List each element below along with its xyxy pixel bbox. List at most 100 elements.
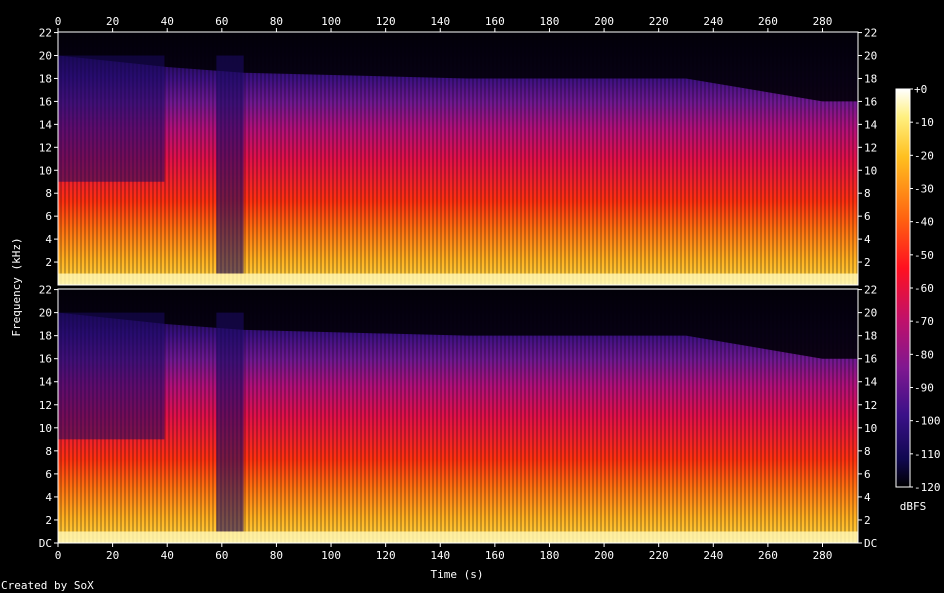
y-tick-label: 22: [39, 27, 52, 40]
x-tick-label: 120: [376, 549, 396, 562]
y-tick-label: 22: [864, 27, 877, 40]
x-tick-label: 100: [321, 15, 341, 28]
x-tick-label: 200: [594, 549, 614, 562]
colorbar-tick-label: -60: [914, 282, 934, 295]
y-tick-label: 6: [45, 210, 52, 223]
y-tick-label: 12: [864, 399, 877, 412]
high-frequency-cutoff: [58, 289, 858, 359]
x-tick-label: 160: [485, 549, 505, 562]
y-tick-label: 20: [864, 50, 877, 63]
y-tick-label: 14: [39, 376, 53, 389]
colorbar-tick-label: -50: [914, 249, 934, 262]
y-tick-label: 20: [39, 50, 52, 63]
spectrogram-channel-2: [58, 289, 858, 543]
x-tick-label: 140: [430, 15, 450, 28]
y-tick-label: 4: [45, 233, 52, 246]
spectrogram-channel-1: [58, 32, 858, 285]
y-tick-label: 16: [864, 353, 877, 366]
y-tick-label: 10: [39, 422, 52, 435]
y-tick-label: 16: [39, 95, 52, 108]
y-axis-label: Frequency (kHz): [10, 237, 23, 336]
y-tick-label: 8: [864, 187, 871, 200]
y-tick-label: 12: [864, 141, 877, 154]
panel-frame: [57, 288, 859, 544]
x-tick-label: 240: [703, 15, 723, 28]
y-tick-label: 6: [45, 468, 52, 481]
colorbar: +0 -10 -20 -30 -40 -50 -60 -70 -80 -90 -100 -110 -12…: [895, 83, 941, 494]
x-tick-label: 0: [55, 15, 62, 28]
y-tick-label: 18: [39, 330, 52, 343]
x-tick-label: 280: [813, 549, 833, 562]
x-tick-label: 0: [55, 549, 62, 562]
x-tick-label: 140: [430, 549, 450, 562]
y-tick-label: 4: [864, 491, 871, 504]
y-tick-label: 14: [864, 118, 878, 131]
y-tick-label: 18: [864, 330, 877, 343]
colorbar-tick-label: -110: [914, 448, 941, 461]
x-tick-label: 80: [270, 15, 283, 28]
quiet-section: [58, 55, 165, 182]
low-frequency-band: [58, 273, 858, 285]
x-tick-label: 20: [106, 549, 119, 562]
x-tick-label: 60: [215, 15, 228, 28]
colorbar-tick-label: -20: [914, 149, 934, 162]
y-tick-label: DC: [39, 537, 52, 550]
credit-text: Created by SoX: [1, 579, 94, 592]
x-tick-label: 40: [161, 15, 174, 28]
high-frequency-cutoff: [58, 32, 858, 102]
colorbar-tick-label: +0: [914, 83, 927, 96]
y-tick-label: 20: [864, 307, 877, 320]
colorbar-tick-label: -100: [914, 415, 941, 428]
x-tick-label: 220: [649, 549, 669, 562]
y-tick-label: 10: [39, 164, 52, 177]
x-tick-label: 20: [106, 15, 119, 28]
y-tick-label: 2: [45, 256, 52, 269]
y-tick-label: 16: [39, 353, 52, 366]
quiet-section: [216, 312, 244, 532]
panel-frame: [57, 31, 859, 286]
y-tick-label: 6: [864, 468, 871, 481]
y-tick-label: 10: [864, 422, 877, 435]
y-tick-label: 14: [864, 376, 878, 389]
colorbar-gradient: [895, 88, 911, 488]
y-tick-label: 12: [39, 399, 52, 412]
y-tick-label: 20: [39, 307, 52, 320]
quiet-section: [58, 312, 165, 440]
x-tick-label: 40: [161, 549, 174, 562]
colorbar-tick-label: -120: [914, 481, 941, 494]
y-tick-label: 2: [864, 256, 871, 269]
y-tick-label: 2: [45, 514, 52, 527]
x-tick-label: 80: [270, 549, 283, 562]
colorbar-label: dBFS: [900, 500, 927, 513]
colorbar-tick-label: -30: [914, 183, 934, 196]
y-tick-label: 22: [864, 284, 877, 297]
colorbar-tick-label: -90: [914, 382, 934, 395]
low-frequency-band: [58, 531, 858, 543]
y-tick-label: 14: [39, 118, 53, 131]
y-tick-label: 2: [864, 514, 871, 527]
x-tick-label: 160: [485, 15, 505, 28]
x-tick-label: 100: [321, 549, 341, 562]
colorbar-tick-label: -70: [914, 315, 934, 328]
y-tick-label: 18: [864, 72, 877, 85]
x-tick-label: 180: [540, 15, 560, 28]
y-tick-label: 8: [45, 187, 52, 200]
y-tick-label: 22: [39, 284, 52, 297]
x-tick-label: 200: [594, 15, 614, 28]
x-axis-label: Time (s): [431, 568, 484, 581]
y-tick-label: 4: [45, 491, 52, 504]
x-tick-label: 180: [540, 549, 560, 562]
y-tick-label: 4: [864, 233, 871, 246]
colorbar-tick-label: -80: [914, 348, 934, 361]
y-tick-label: 16: [864, 95, 877, 108]
y-tick-label: 8: [864, 445, 871, 458]
colorbar-tick-label: -10: [914, 116, 934, 129]
x-tick-label: 240: [703, 549, 723, 562]
x-tick-label: 260: [758, 549, 778, 562]
x-tick-label: 260: [758, 15, 778, 28]
y-tick-label: 12: [39, 141, 52, 154]
y-tick-label: 6: [864, 210, 871, 223]
x-tick-label: 220: [649, 15, 669, 28]
